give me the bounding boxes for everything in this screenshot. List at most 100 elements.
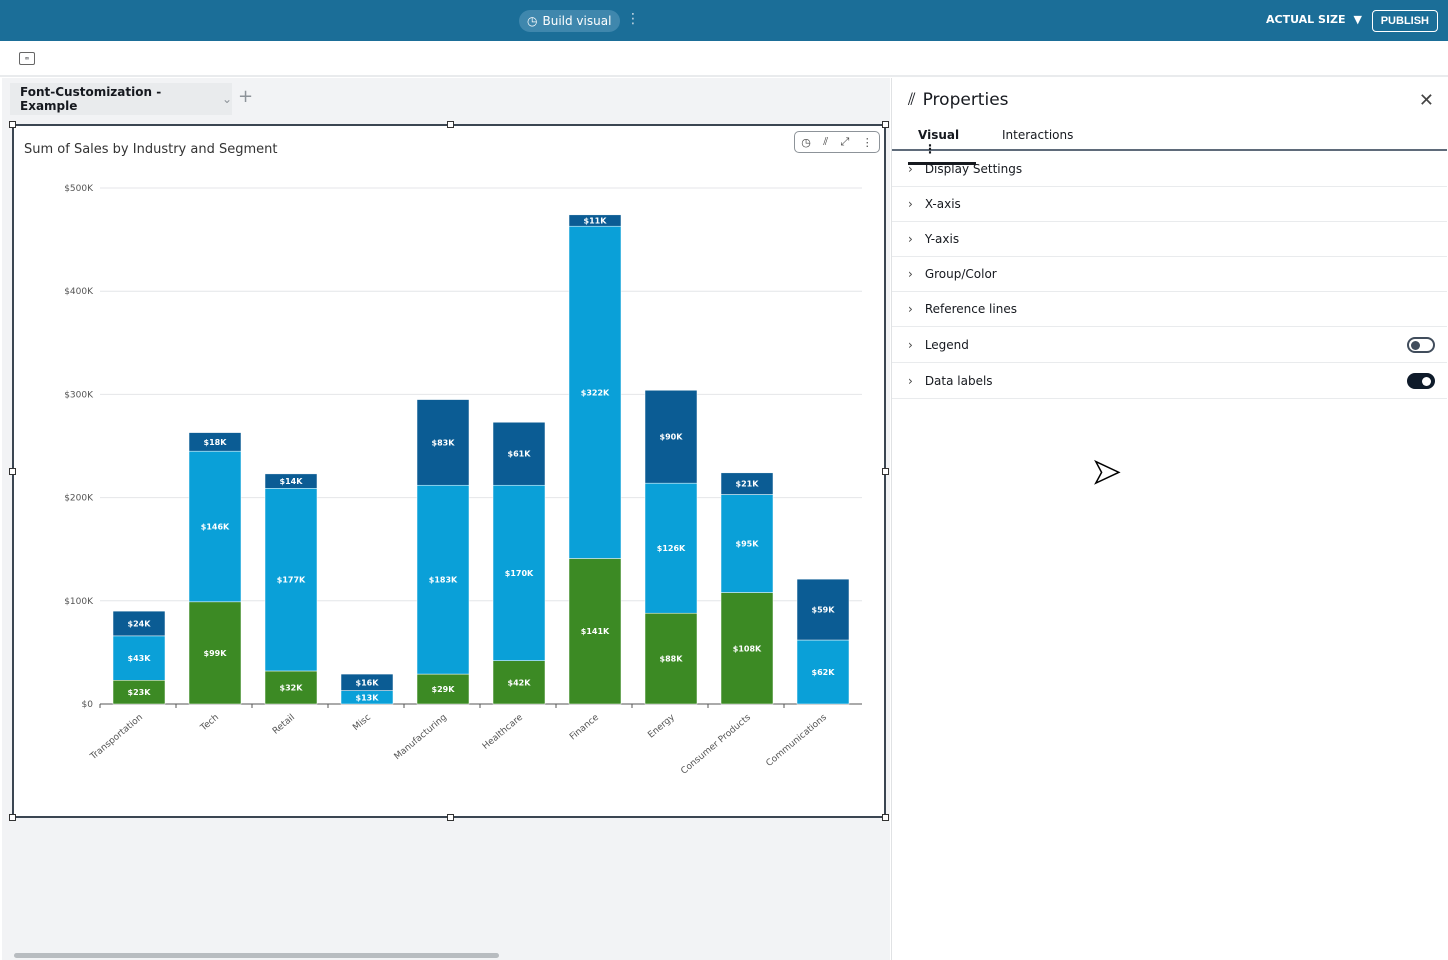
sheet-tab[interactable]: Font-Customization - Example ⌄: [10, 83, 232, 115]
expand-icon[interactable]: ⤢: [840, 135, 850, 148]
bar-segment[interactable]: [492, 484, 546, 661]
caret-down-icon: ▼: [1353, 13, 1362, 26]
actual-size-dropdown[interactable]: ACTUAL SIZE ▼: [1266, 13, 1362, 26]
section-label: Y-axis: [924, 231, 960, 246]
tab-visual[interactable]: Visual ⋮: [908, 128, 976, 165]
x-tick-label: Finance: [568, 712, 601, 742]
section-label: Legend: [924, 337, 969, 352]
tab-label: Visual: [918, 128, 960, 142]
data-label: $108K: [733, 644, 762, 653]
x-tick-label: Transportation: [88, 713, 145, 763]
horizontal-scrollbar[interactable]: [14, 953, 499, 958]
data-label: $141K: [581, 627, 610, 636]
resize-handle[interactable]: [9, 468, 16, 475]
resize-handle[interactable]: [447, 814, 454, 821]
bar-segment[interactable]: [796, 578, 850, 641]
bar-segment[interactable]: [720, 494, 774, 593]
y-tick-label: $500K: [64, 184, 94, 194]
data-label: $43K: [128, 654, 152, 663]
bar-segment[interactable]: [188, 432, 242, 452]
visual-container[interactable]: Sum of Sales by Industry and Segment ◷ ⫽ ⤢…: [9, 121, 889, 821]
data-label: $177K: [277, 576, 306, 585]
bar-segment[interactable]: [264, 473, 318, 489]
bar-segment[interactable]: [568, 225, 622, 559]
resize-handle[interactable]: [447, 121, 454, 128]
bar-segment[interactable]: [644, 390, 698, 484]
bar-segment[interactable]: [112, 635, 166, 681]
build-visual-label: Build visual: [542, 14, 612, 28]
section-label: Reference lines: [924, 301, 1017, 316]
section-reference-lines[interactable]: › Reference lines: [892, 291, 1447, 327]
data-label: $14K: [280, 477, 304, 486]
bar-segment[interactable]: [264, 488, 318, 672]
bar-segment[interactable]: [188, 450, 242, 603]
bar-segment[interactable]: [720, 472, 774, 495]
chevron-right-icon: ›: [908, 266, 913, 281]
chevron-right-icon: ›: [908, 196, 913, 211]
resize-handle[interactable]: [9, 121, 16, 128]
data-label: $183K: [429, 576, 458, 585]
publish-button[interactable]: PUBLISH: [1371, 10, 1438, 32]
data-label: $95K: [736, 540, 760, 549]
add-sheet-icon[interactable]: +: [238, 86, 254, 107]
y-tick-label: $0: [82, 700, 94, 710]
toggle-switch[interactable]: [1407, 373, 1435, 389]
data-label: $32K: [280, 683, 304, 692]
bar-segment[interactable]: [644, 482, 698, 614]
tab-interactions[interactable]: Interactions: [1002, 128, 1074, 142]
top-bar: ◷ Build visual ⋮ ACTUAL SIZE ▼ PUBLISH: [0, 0, 1448, 41]
bar-segment[interactable]: [188, 601, 242, 705]
close-icon[interactable]: ✕: [1418, 90, 1434, 111]
section-display-settings[interactable]: › Display Settings: [892, 151, 1447, 187]
data-label: $146K: [201, 522, 230, 531]
bar-segment[interactable]: [416, 399, 470, 486]
more-options-icon[interactable]: ⋮: [626, 11, 640, 27]
resize-handle[interactable]: [882, 814, 889, 821]
properties-panel: ⫽ Properties ✕ Visual ⋮ Interactions › Dis…: [891, 78, 1448, 960]
bar-segment[interactable]: [416, 484, 470, 675]
build-visual-icon[interactable]: ◷: [801, 135, 811, 149]
chevron-down-icon[interactable]: ⌄: [221, 92, 232, 106]
bar-segment[interactable]: [416, 673, 470, 705]
build-visual-button[interactable]: ◷ Build visual: [519, 10, 621, 32]
bar-segment[interactable]: [492, 422, 546, 486]
section-x-axis[interactable]: › X-axis: [892, 186, 1447, 222]
embed-icon[interactable]: ∞: [19, 52, 35, 65]
bar-segment[interactable]: [264, 670, 318, 705]
data-label: $23K: [128, 688, 152, 697]
x-tick-label: Consumer Products: [679, 712, 753, 776]
insights-icon[interactable]: ⫽: [823, 135, 829, 148]
section-data-labels[interactable]: › Data labels: [892, 363, 1447, 399]
section-y-axis[interactable]: › Y-axis: [892, 221, 1447, 257]
more-options-icon[interactable]: ⋮: [924, 142, 936, 156]
data-label: $21K: [736, 480, 760, 489]
x-tick-label: Retail: [271, 713, 297, 737]
bar-segment[interactable]: [720, 592, 774, 705]
chevron-right-icon: ›: [908, 301, 913, 316]
bar-segment[interactable]: [112, 610, 166, 637]
section-group-color[interactable]: › Group/Color: [892, 256, 1447, 292]
visual-title: Sum of Sales by Industry and Segment: [24, 142, 278, 157]
x-tick-label: Energy: [646, 712, 677, 740]
resize-handle[interactable]: [882, 121, 889, 128]
more-options-icon[interactable]: ⋮: [861, 135, 873, 149]
y-tick-label: $200K: [64, 494, 94, 504]
sheet-tab-label: Font-Customization - Example: [20, 85, 162, 113]
data-label: $88K: [660, 655, 684, 664]
resize-handle[interactable]: [9, 814, 16, 821]
section-label: Data labels: [924, 373, 993, 388]
bar-segment[interactable]: [644, 612, 698, 705]
mouse-cursor-icon: ➤: [1091, 451, 1121, 493]
bar-segment[interactable]: [492, 660, 546, 705]
resize-handle[interactable]: [882, 468, 889, 475]
bar-segment[interactable]: [796, 639, 850, 705]
data-label: $61K: [508, 450, 532, 459]
bar-segment[interactable]: [568, 214, 622, 227]
section-legend[interactable]: › Legend: [892, 327, 1447, 363]
properties-tabs: Visual ⋮ Interactions: [892, 122, 1447, 165]
sheet-canvas: Font-Customization - Example ⌄ + Sum of S…: [2, 78, 890, 960]
section-label: Group/Color: [924, 266, 997, 281]
toggle-switch[interactable]: [1407, 337, 1435, 353]
bar-segment[interactable]: [340, 673, 394, 691]
chevron-right-icon: ›: [908, 337, 913, 352]
